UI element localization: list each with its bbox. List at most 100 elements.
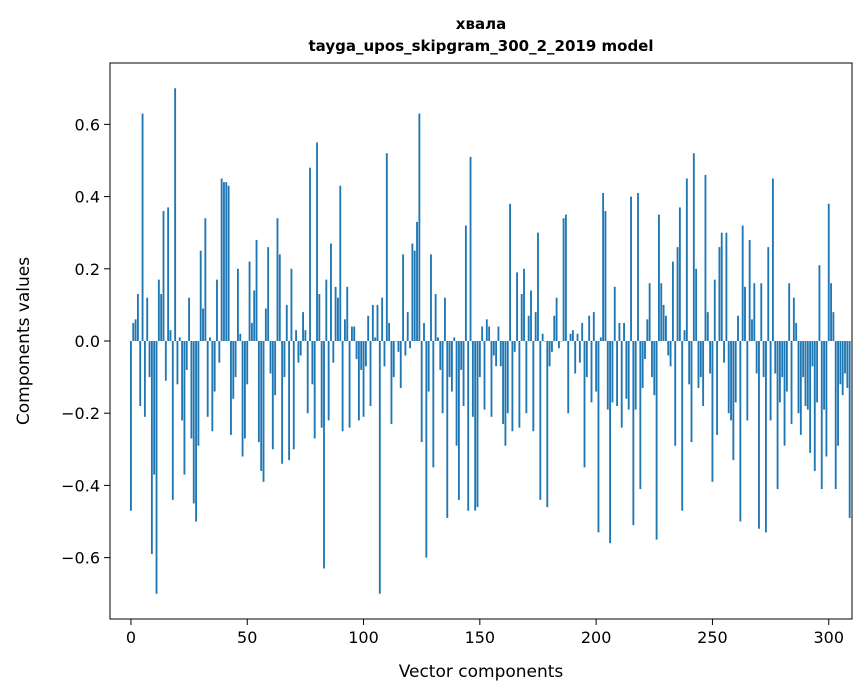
bar-59 — [267, 247, 270, 341]
bar-240 — [688, 341, 691, 385]
bar-238 — [683, 330, 686, 341]
bar-211 — [620, 341, 623, 428]
bar-49 — [243, 341, 246, 439]
bar-105 — [374, 337, 377, 341]
x-tick-label: 250 — [697, 628, 728, 647]
bar-276 — [771, 178, 774, 341]
bar-255 — [723, 341, 725, 363]
bar-245 — [699, 341, 702, 378]
bar-295 — [816, 341, 819, 403]
bar-284 — [790, 341, 793, 425]
bar-29 — [197, 341, 200, 446]
bar-103 — [369, 341, 372, 406]
bar-241 — [690, 341, 693, 443]
bar-11 — [155, 341, 158, 594]
bar-175 — [537, 232, 539, 341]
bar-156 — [492, 341, 495, 356]
bar-299 — [825, 341, 828, 457]
bar-70 — [292, 341, 295, 450]
bar-190 — [571, 330, 574, 341]
bar-142 — [460, 341, 463, 370]
bar-307 — [844, 341, 846, 374]
bar-146 — [469, 156, 472, 341]
bar-37 — [216, 279, 218, 341]
bar-60 — [269, 341, 272, 374]
bar-74 — [302, 312, 304, 341]
bar-55 — [257, 341, 260, 443]
bar-247 — [704, 174, 707, 341]
bar-84 — [325, 279, 328, 341]
bar-158 — [497, 326, 500, 341]
bar-3 — [136, 294, 139, 341]
bar-198 — [590, 341, 593, 403]
bar-8 — [148, 341, 151, 378]
bar-251 — [713, 279, 716, 341]
bar-0 — [130, 341, 132, 511]
bar-6 — [143, 341, 146, 417]
bar-77 — [309, 167, 311, 341]
y-tick-label: 0.6 — [75, 115, 100, 134]
bar-56 — [260, 341, 263, 471]
bar-220 — [641, 341, 644, 388]
bar-149 — [476, 341, 479, 508]
bar-155 — [490, 341, 493, 417]
bar-147 — [471, 341, 474, 417]
bar-166 — [516, 272, 518, 341]
x-axis-label: Vector components — [399, 662, 564, 682]
bar-282 — [785, 341, 788, 392]
bar-139 — [453, 337, 456, 341]
bar-293 — [811, 341, 814, 367]
bar-28 — [195, 341, 197, 522]
bar-38 — [218, 341, 221, 363]
bar-41 — [225, 182, 228, 341]
bar-167 — [518, 341, 521, 428]
bar-303 — [834, 341, 837, 490]
bar-154 — [488, 326, 491, 341]
bar-122 — [413, 250, 416, 341]
bar-69 — [290, 268, 293, 341]
bar-97 — [355, 341, 358, 360]
bar-27 — [192, 341, 195, 504]
bar-161 — [504, 341, 507, 446]
bar-18 — [171, 341, 174, 500]
bar-143 — [462, 341, 465, 406]
bar-160 — [502, 341, 505, 425]
bar-209 — [616, 341, 618, 406]
bar-82 — [320, 341, 323, 428]
bar-230 — [664, 315, 667, 341]
bar-88 — [334, 286, 337, 341]
bar-137 — [448, 341, 451, 378]
bar-308 — [846, 341, 849, 388]
bar-159 — [499, 341, 502, 367]
bar-120 — [409, 341, 411, 349]
bar-72 — [297, 341, 300, 363]
bar-76 — [306, 341, 309, 414]
bar-96 — [353, 326, 356, 341]
bar-305 — [839, 341, 842, 385]
bar-42 — [227, 185, 230, 341]
bar-127 — [425, 341, 428, 558]
bar-87 — [332, 341, 335, 363]
bar-83 — [323, 341, 325, 569]
bar-260 — [734, 341, 737, 403]
bar-50 — [246, 341, 249, 385]
bar-254 — [720, 232, 723, 341]
bar-62 — [274, 341, 277, 396]
bar-249 — [709, 341, 712, 374]
bar-287 — [797, 341, 800, 414]
bar-235 — [676, 247, 679, 341]
bar-261 — [737, 315, 739, 341]
bar-9 — [150, 341, 153, 555]
bar-110 — [385, 153, 388, 341]
bar-153 — [485, 319, 488, 341]
bar-21 — [178, 337, 181, 341]
bar-210 — [618, 322, 621, 341]
bar-34 — [209, 337, 211, 341]
bar-269 — [755, 341, 758, 374]
bar-214 — [627, 341, 630, 410]
bar-227 — [658, 214, 660, 341]
x-tick-label: 0 — [126, 628, 136, 647]
bar-193 — [578, 341, 581, 363]
bar-234 — [674, 341, 677, 446]
